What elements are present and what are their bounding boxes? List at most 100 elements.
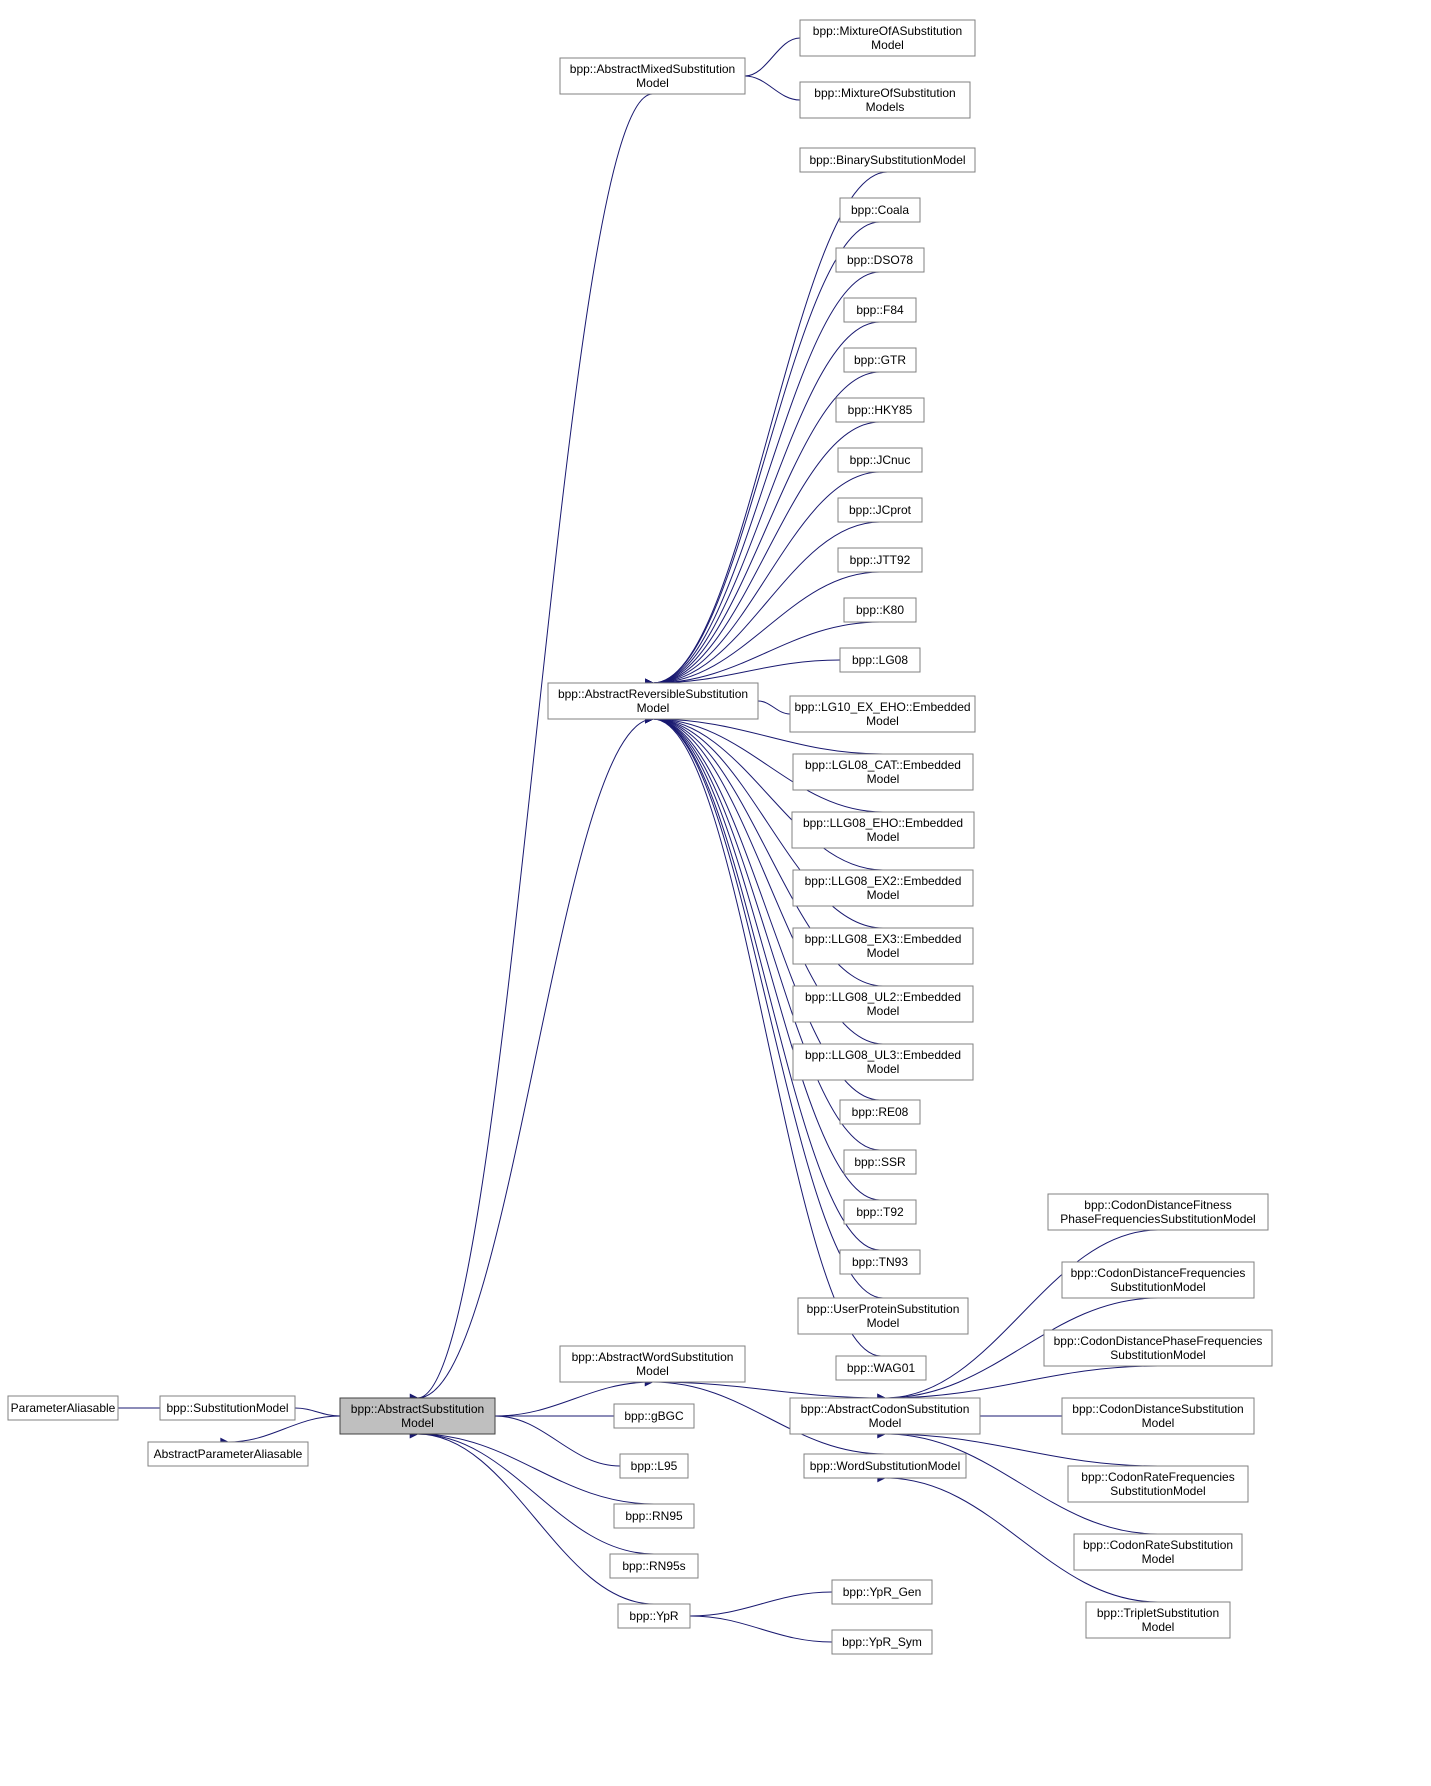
node-LLG08_EX2_Embedded-label-1: Model <box>867 888 900 902</box>
node-CodonDistanceFrequenciesSubstitutionModel[interactable]: bpp::CodonDistanceFrequenciesSubstitutio… <box>1062 1262 1254 1298</box>
node-CodonRateSubstitutionModel-label-0: bpp::CodonRateSubstitution <box>1083 1538 1233 1552</box>
node-JCprot[interactable]: bpp::JCprot <box>838 498 922 522</box>
node-gBGC[interactable]: bpp::gBGC <box>614 1404 694 1428</box>
node-RE08-label-0: bpp::RE08 <box>852 1105 909 1119</box>
node-AbstractSubstitutionModel-label-0: bpp::AbstractSubstitution <box>351 1402 484 1416</box>
node-AbstractSubstitutionModel-label-1: Model <box>401 1416 434 1430</box>
node-DSO78[interactable]: bpp::DSO78 <box>836 248 924 272</box>
node-MixtureOfASubstitutionModel[interactable]: bpp::MixtureOfASubstitutionModel <box>800 20 975 56</box>
node-GTR[interactable]: bpp::GTR <box>844 348 916 372</box>
node-RN95s[interactable]: bpp::RN95s <box>610 1554 698 1578</box>
node-T92-label-0: bpp::T92 <box>856 1205 904 1219</box>
node-LLG08_UL2_Embedded-label-1: Model <box>867 1004 900 1018</box>
node-SubstitutionModel-label-0: bpp::SubstitutionModel <box>166 1401 288 1415</box>
edge-AbstractMixedSubstitutionModel-to-AbstractSubstitutionModel <box>418 94 653 1398</box>
node-AbstractWordSubstitutionModel[interactable]: bpp::AbstractWordSubstitutionModel <box>560 1346 745 1382</box>
node-F84-label-0: bpp::F84 <box>856 303 904 317</box>
node-UserProteinSubstitutionModel[interactable]: bpp::UserProteinSubstitutionModel <box>798 1298 968 1334</box>
edge-MixtureOfASubstitutionModel-to-AbstractMixedSubstitutionModel <box>745 38 800 76</box>
node-TripletSubstitutionModel-label-0: bpp::TripletSubstitution <box>1097 1606 1219 1620</box>
node-DSO78-label-0: bpp::DSO78 <box>847 253 913 267</box>
node-HKY85[interactable]: bpp::HKY85 <box>836 398 924 422</box>
node-LGL08_CAT_Embedded[interactable]: bpp::LGL08_CAT::EmbeddedModel <box>793 754 973 790</box>
node-WAG01-label-0: bpp::WAG01 <box>847 1361 916 1375</box>
node-AbstractReversibleSubstitutionModel[interactable]: bpp::AbstractReversibleSubstitutionModel <box>548 683 758 719</box>
node-TN93[interactable]: bpp::TN93 <box>840 1250 920 1274</box>
node-MixtureOfASubstitutionModel-label-0: bpp::MixtureOfASubstitution <box>813 24 962 38</box>
node-CodonRateSubstitutionModel[interactable]: bpp::CodonRateSubstitutionModel <box>1074 1534 1242 1570</box>
node-LLG08_EX3_Embedded-label-1: Model <box>867 946 900 960</box>
edge-YpR_Gen-to-YpR <box>690 1592 832 1616</box>
node-MixtureOfSubstitutionModels[interactable]: bpp::MixtureOfSubstitutionModels <box>800 82 970 118</box>
node-LLG08_UL3_Embedded-label-1: Model <box>867 1062 900 1076</box>
node-YpR_Sym-label-0: bpp::YpR_Sym <box>842 1635 922 1649</box>
node-BinarySubstitutionModel[interactable]: bpp::BinarySubstitutionModel <box>800 148 975 172</box>
node-AbstractSubstitutionModel[interactable]: bpp::AbstractSubstitutionModel <box>340 1398 495 1434</box>
node-TripletSubstitutionModel[interactable]: bpp::TripletSubstitutionModel <box>1086 1602 1230 1638</box>
node-LLG08_UL2_Embedded[interactable]: bpp::LLG08_UL2::EmbeddedModel <box>793 986 973 1022</box>
node-LLG08_EHO_Embedded-label-0: bpp::LLG08_EHO::Embedded <box>803 816 963 830</box>
node-Coala[interactable]: bpp::Coala <box>840 198 920 222</box>
node-AbstractWordSubstitutionModel-label-1: Model <box>636 1364 669 1378</box>
node-RN95s-label-0: bpp::RN95s <box>622 1559 685 1573</box>
node-MixtureOfASubstitutionModel-label-1: Model <box>871 38 904 52</box>
node-AbstractWordSubstitutionModel-label-0: bpp::AbstractWordSubstitution <box>572 1350 734 1364</box>
node-RE08[interactable]: bpp::RE08 <box>840 1100 920 1124</box>
node-K80[interactable]: bpp::K80 <box>844 598 916 622</box>
node-JCprot-label-0: bpp::JCprot <box>849 503 912 517</box>
node-LG10_EX_EHO_Embedded[interactable]: bpp::LG10_EX_EHO::EmbeddedModel <box>790 696 975 732</box>
node-CodonDistancePhaseFrequenciesSubstitutionModel[interactable]: bpp::CodonDistancePhaseFrequenciesSubsti… <box>1044 1330 1272 1366</box>
node-LLG08_UL3_Embedded[interactable]: bpp::LLG08_UL3::EmbeddedModel <box>793 1044 973 1080</box>
node-CodonDistancePhaseFrequenciesSubstitutionModel-label-1: SubstitutionModel <box>1110 1348 1205 1362</box>
node-UserProteinSubstitutionModel-label-1: Model <box>867 1316 900 1330</box>
node-L95-label-0: bpp::L95 <box>631 1459 678 1473</box>
node-BinarySubstitutionModel-label-0: bpp::BinarySubstitutionModel <box>809 153 965 167</box>
node-LLG08_EX2_Embedded[interactable]: bpp::LLG08_EX2::EmbeddedModel <box>793 870 973 906</box>
node-CodonDistanceFitnessPhaseFrequenciesSubstitutionModel-label-0: bpp::CodonDistanceFitness <box>1084 1198 1231 1212</box>
edge-AbstractCodonSubstitutionModel-to-AbstractWordSubstitutionModel <box>653 1382 886 1398</box>
node-CodonDistanceSubstitutionModel-label-0: bpp::CodonDistanceSubstitution <box>1072 1402 1243 1416</box>
node-Coala-label-0: bpp::Coala <box>851 203 909 217</box>
node-AbstractCodonSubstitutionModel-label-1: Model <box>869 1416 902 1430</box>
node-WAG01[interactable]: bpp::WAG01 <box>836 1356 926 1380</box>
node-AbstractParameterAliasable-label-0: AbstractParameterAliasable <box>154 1447 303 1461</box>
node-LLG08_EHO_Embedded[interactable]: bpp::LLG08_EHO::EmbeddedModel <box>792 812 974 848</box>
node-JTT92[interactable]: bpp::JTT92 <box>838 548 922 572</box>
node-CodonRateFrequenciesSubstitutionModel[interactable]: bpp::CodonRateFrequenciesSubstitutionMod… <box>1068 1466 1248 1502</box>
edge-YpR_Sym-to-YpR <box>690 1616 832 1642</box>
node-AbstractCodonSubstitutionModel[interactable]: bpp::AbstractCodonSubstitutionModel <box>790 1398 980 1434</box>
node-T92[interactable]: bpp::T92 <box>844 1200 916 1224</box>
node-HKY85-label-0: bpp::HKY85 <box>848 403 913 417</box>
node-CodonDistanceSubstitutionModel[interactable]: bpp::CodonDistanceSubstitutionModel <box>1062 1398 1254 1434</box>
node-F84[interactable]: bpp::F84 <box>844 298 916 322</box>
node-LLG08_EX2_Embedded-label-0: bpp::LLG08_EX2::Embedded <box>805 874 962 888</box>
node-WordSubstitutionModel[interactable]: bpp::WordSubstitutionModel <box>804 1454 966 1478</box>
node-AbstractReversibleSubstitutionModel-label-1: Model <box>637 701 670 715</box>
node-LG08[interactable]: bpp::LG08 <box>840 648 920 672</box>
edge-LG10_EX_EHO_Embedded-to-AbstractReversibleSubstitutionModel <box>758 701 790 714</box>
node-JTT92-label-0: bpp::JTT92 <box>850 553 911 567</box>
node-AbstractMixedSubstitutionModel[interactable]: bpp::AbstractMixedSubstitutionModel <box>560 58 745 94</box>
node-MixtureOfSubstitutionModels-label-1: Models <box>866 100 905 114</box>
node-SSR[interactable]: bpp::SSR <box>844 1150 916 1174</box>
node-JCnuc-label-0: bpp::JCnuc <box>850 453 911 467</box>
node-L95[interactable]: bpp::L95 <box>620 1454 688 1478</box>
node-LGL08_CAT_Embedded-label-0: bpp::LGL08_CAT::Embedded <box>805 758 961 772</box>
node-TN93-label-0: bpp::TN93 <box>852 1255 908 1269</box>
node-LLG08_EX3_Embedded[interactable]: bpp::LLG08_EX3::EmbeddedModel <box>793 928 973 964</box>
node-GTR-label-0: bpp::GTR <box>854 353 906 367</box>
node-YpR_Gen[interactable]: bpp::YpR_Gen <box>832 1580 932 1604</box>
node-CodonDistanceFitnessPhaseFrequenciesSubstitutionModel-label-1: PhaseFrequenciesSubstitutionModel <box>1060 1212 1255 1226</box>
node-ParameterAliasable[interactable]: ParameterAliasable <box>8 1396 118 1420</box>
node-YpR_Sym[interactable]: bpp::YpR_Sym <box>832 1630 932 1654</box>
node-SubstitutionModel[interactable]: bpp::SubstitutionModel <box>160 1396 295 1420</box>
edge-AbstractSubstitutionModel-to-SubstitutionModel <box>295 1408 340 1416</box>
node-ParameterAliasable-label-0: ParameterAliasable <box>11 1401 116 1415</box>
node-JCnuc[interactable]: bpp::JCnuc <box>838 448 922 472</box>
node-gBGC-label-0: bpp::gBGC <box>624 1409 684 1423</box>
node-CodonDistanceFitnessPhaseFrequenciesSubstitutionModel[interactable]: bpp::CodonDistanceFitnessPhaseFrequencie… <box>1048 1194 1268 1230</box>
node-RN95[interactable]: bpp::RN95 <box>614 1504 694 1528</box>
node-AbstractParameterAliasable[interactable]: AbstractParameterAliasable <box>148 1442 308 1466</box>
node-YpR[interactable]: bpp::YpR <box>618 1604 690 1628</box>
node-LLG08_EX3_Embedded-label-0: bpp::LLG08_EX3::Embedded <box>805 932 962 946</box>
